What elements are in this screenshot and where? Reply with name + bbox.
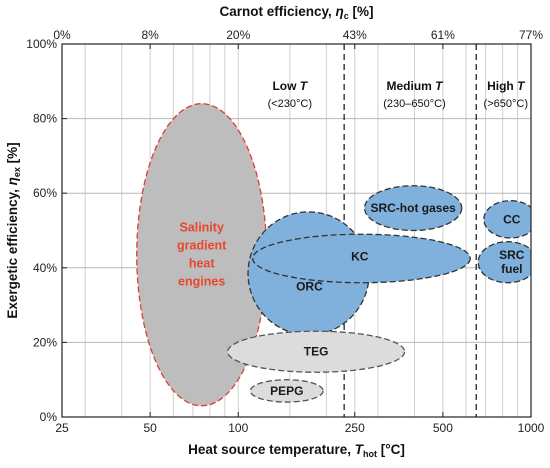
region-label-medium: Medium T xyxy=(386,79,444,93)
region-range-medium: (230–650°C) xyxy=(383,98,446,110)
technology-label-line: CC xyxy=(503,212,521,226)
x2-axis-title-unit: [%] xyxy=(349,4,374,19)
x2-tick-label: 20% xyxy=(226,28,250,42)
y-tick-label: 20% xyxy=(33,335,57,349)
region-label-high: High T xyxy=(487,79,526,93)
x2-tick-label: 43% xyxy=(343,28,367,42)
x-axis-title: Heat source temperature, Thot [°C] xyxy=(188,442,405,459)
x2-axis-title: Carnot efficiency, ηc [%] xyxy=(219,4,373,21)
x-tick-label: 1000 xyxy=(518,421,545,435)
technology-label-line: fuel xyxy=(501,262,522,276)
technology-regions xyxy=(136,103,531,407)
region-variable: T xyxy=(517,79,526,93)
technology-label-line: ORC xyxy=(296,279,323,293)
x2-tick-label: 0% xyxy=(53,28,71,42)
region-name: Low xyxy=(272,79,299,93)
plot-frame xyxy=(61,43,532,418)
axis-ticks: 25 50 100 250 500 1000 0% 8% 20% 43% 61% 77% 0% 20% 40… xyxy=(26,28,544,435)
x2-axis-title-text: Carnot efficiency, xyxy=(219,4,335,19)
technology-label-line: PEPG xyxy=(270,384,303,398)
technology-ellipse-kc xyxy=(252,233,471,284)
technology-ellipse-src-hot-gases xyxy=(363,185,463,232)
y-axis-title-text: Exergetic efficiency, xyxy=(5,185,20,318)
technology-label-line: heat xyxy=(189,257,216,271)
technology-ellipse-src-fuel xyxy=(477,241,531,284)
technology-labels: Salinity gradient heat engines ORC KC SRC-hot … xyxy=(177,201,525,398)
y-axis-title-unit: [%] xyxy=(5,142,20,167)
x-tick-label: 100 xyxy=(228,421,248,435)
x2-tick-label: 77% xyxy=(519,28,543,42)
temperature-region-labels: Low T (<230°C) Medium T (230–650°C) High T (>… xyxy=(268,79,528,110)
technology-label-orc: ORC xyxy=(296,279,323,293)
technology-ellipse-teg xyxy=(227,330,406,373)
x-tick-label: 250 xyxy=(345,421,365,435)
technology-label-line: gradient xyxy=(177,239,227,253)
region-range-high: (>650°C) xyxy=(484,98,528,110)
technology-label-line: SRC xyxy=(499,248,525,262)
x2-tick-label: 8% xyxy=(141,28,159,42)
technology-label-cc: CC xyxy=(503,212,521,226)
x2-axis-title-subscript: c xyxy=(344,11,349,21)
region-variable: T xyxy=(435,79,444,93)
technology-label-line: KC xyxy=(351,250,369,264)
y-tick-label: 40% xyxy=(33,261,57,275)
x2-axis-title-variable: η xyxy=(336,4,344,19)
technology-ellipse-pepg xyxy=(249,379,324,403)
x-axis-title-text: Heat source temperature, xyxy=(188,442,355,457)
x-axis-title-subscript: hot xyxy=(363,449,377,459)
region-name: High xyxy=(487,79,517,93)
technology-label-kc: KC xyxy=(351,250,369,264)
technology-label-src-fuel: SRC fuel xyxy=(499,248,525,276)
technology-ellipse-cc xyxy=(483,200,531,239)
region-range-low: (<230°C) xyxy=(268,98,312,110)
y-axis-title: Exergetic efficiency, ηex [%] xyxy=(5,142,22,318)
technology-label-salinity-gradient-heat-engines: Salinity gradient heat engines xyxy=(177,221,227,289)
x-axis-title-unit: [°C] xyxy=(377,442,405,457)
technology-label-pepg: PEPG xyxy=(270,384,303,398)
technology-label-line: SRC-hot gases xyxy=(370,201,456,215)
x-tick-label: 500 xyxy=(433,421,453,435)
region-label-low: Low T xyxy=(272,79,308,93)
x-tick-label: 50 xyxy=(143,421,157,435)
y-axis-title-variable: η xyxy=(5,177,20,185)
axis-titles: Heat source temperature, Thot [°C] Carnot… xyxy=(5,4,405,459)
technology-label-line: TEG xyxy=(304,345,329,359)
technology-label-line: engines xyxy=(178,275,225,289)
region-name: Medium xyxy=(386,79,435,93)
y-axis-title-subscript: ex xyxy=(12,167,22,177)
y-tick-label: 100% xyxy=(26,37,57,51)
x-tick-label: 25 xyxy=(55,421,69,435)
technology-label-src-hot-gases: SRC-hot gases xyxy=(370,201,456,215)
y-tick-label: 60% xyxy=(33,186,57,200)
y-tick-label: 0% xyxy=(40,410,58,424)
region-variable: T xyxy=(300,79,309,93)
y-tick-label: 80% xyxy=(33,112,57,126)
technology-label-teg: TEG xyxy=(304,345,329,359)
x2-tick-label: 61% xyxy=(431,28,455,42)
technology-label-line: Salinity xyxy=(179,221,224,235)
x-axis-title-variable: T xyxy=(355,442,365,457)
